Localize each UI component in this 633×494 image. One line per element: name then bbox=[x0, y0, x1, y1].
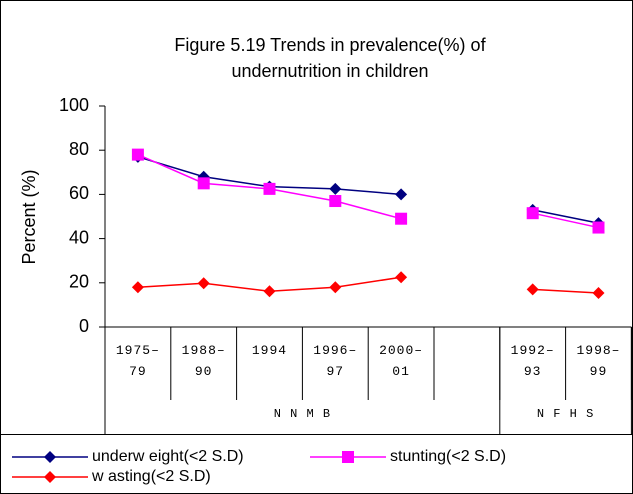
legend-marker bbox=[44, 471, 56, 483]
x-tick-label-box: 1975–79 bbox=[115, 343, 160, 379]
x-tick-label-box: 1996–97 bbox=[313, 343, 358, 379]
data-point bbox=[395, 271, 408, 284]
group-label: N N M B bbox=[274, 407, 331, 421]
x-tick-label: 1994 bbox=[251, 343, 288, 358]
y-tick-label: 60 bbox=[69, 183, 89, 203]
chart-title: Figure 5.19 Trends in prevalence(%) of bbox=[174, 35, 486, 55]
legend-label: w asting(<2 S.D) bbox=[91, 468, 211, 485]
y-tick-label: 20 bbox=[69, 272, 89, 292]
data-point bbox=[592, 221, 605, 234]
data-point bbox=[395, 188, 408, 201]
legend-label: underw eight(<2 S.D) bbox=[92, 448, 244, 465]
data-point bbox=[526, 283, 539, 296]
x-tick-label-box: 1994 bbox=[251, 343, 288, 358]
data-point bbox=[263, 285, 276, 298]
data-point bbox=[329, 195, 342, 208]
data-point bbox=[197, 177, 210, 190]
x-tick-label: 1988–90 bbox=[181, 343, 226, 379]
chart-title: undernutrition in children bbox=[231, 61, 428, 81]
x-tick-label-box: 2000–01 bbox=[379, 343, 424, 379]
legend-label: stunting(<2 S.D) bbox=[390, 448, 506, 465]
y-axis-label: Percent (%) bbox=[19, 169, 39, 264]
x-tick-label-box: 1992–93 bbox=[510, 343, 555, 379]
data-point bbox=[131, 148, 144, 161]
x-tick-label: 1996–97 bbox=[313, 343, 358, 379]
legend-marker bbox=[342, 451, 354, 463]
data-point bbox=[131, 281, 144, 294]
y-tick-label: 0 bbox=[79, 316, 89, 336]
legend-marker bbox=[44, 451, 56, 463]
y-tick-label: 40 bbox=[69, 227, 89, 247]
data-point bbox=[263, 182, 276, 195]
data-point bbox=[197, 277, 210, 290]
data-point bbox=[329, 182, 342, 195]
data-point bbox=[395, 212, 408, 225]
x-tick-label-box: 1988–90 bbox=[181, 343, 226, 379]
x-tick-label-box bbox=[434, 340, 500, 390]
data-point bbox=[526, 207, 539, 220]
x-tick-label: 1992–93 bbox=[510, 343, 555, 379]
group-label: N F H S bbox=[537, 407, 594, 421]
x-tick-label: 2000–01 bbox=[379, 343, 424, 379]
data-point bbox=[329, 281, 342, 294]
y-tick-label: 80 bbox=[69, 139, 89, 159]
x-tick-label-box: 1998–99 bbox=[576, 343, 621, 379]
x-tick-label: 1975–79 bbox=[115, 343, 160, 379]
y-tick-label: 100 bbox=[59, 95, 89, 115]
x-tick-label: 1998–99 bbox=[576, 343, 621, 379]
legend-box bbox=[0, 434, 633, 494]
data-point bbox=[592, 286, 605, 299]
